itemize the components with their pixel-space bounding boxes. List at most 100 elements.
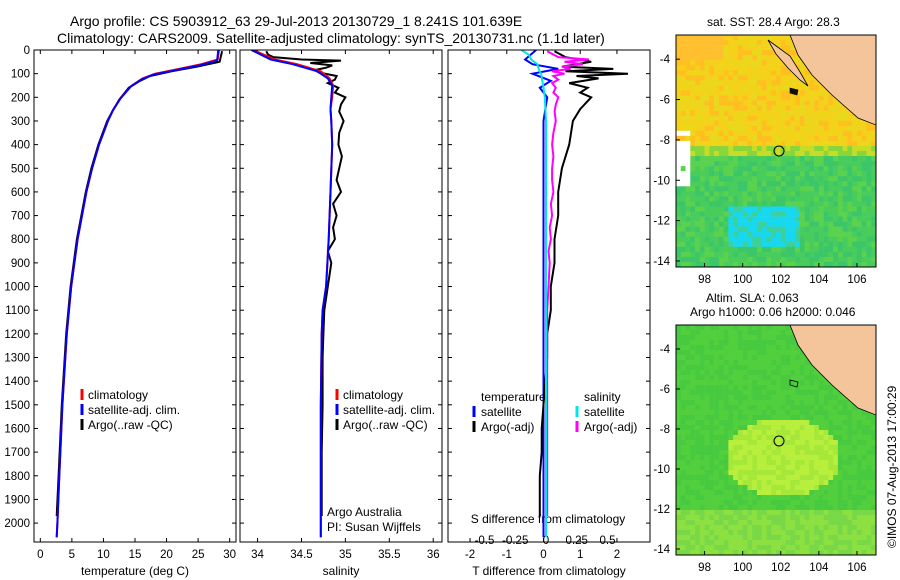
- heatmap-cell: [690, 515, 696, 521]
- heatmap-cell: [833, 211, 839, 217]
- heatmap-cell: [866, 550, 872, 555]
- heatmap-cell: [723, 465, 729, 471]
- heatmap-cell: [742, 186, 748, 192]
- heatmap-cell: [704, 75, 710, 81]
- heatmap-cell: [685, 261, 691, 267]
- heatmap-cell: [690, 65, 696, 71]
- heatmap-cell: [723, 176, 729, 182]
- heatmap-cell: [676, 211, 682, 217]
- heatmap-cell: [676, 545, 682, 551]
- heatmap-cell: [728, 140, 734, 147]
- heatmap-cell: [737, 340, 743, 346]
- heatmap-cell: [814, 145, 820, 152]
- heatmap-cell: [676, 340, 682, 346]
- heatmap-cell: [714, 95, 720, 101]
- heatmap-cell: [809, 385, 815, 391]
- heatmap-cell: [856, 251, 863, 258]
- heatmap-cell: [852, 156, 858, 162]
- heatmap-cell: [776, 520, 782, 526]
- heatmap-cell: [771, 325, 777, 331]
- heatmap-cell: [699, 70, 705, 76]
- heatmap-cell: [733, 380, 739, 386]
- heatmap-cell: [728, 226, 734, 232]
- heatmap-cell: [756, 365, 763, 371]
- heatmap-cell: [685, 520, 691, 526]
- heatmap-cell: [752, 241, 758, 248]
- heatmap-cell: [723, 480, 729, 486]
- heatmap-cell: [685, 510, 691, 516]
- heatmap-cell: [742, 75, 748, 81]
- heatmap-cell: [866, 450, 872, 456]
- heatmap-cell: [809, 241, 815, 248]
- heatmap-cell: [718, 221, 724, 227]
- heatmap-cell: [704, 65, 710, 71]
- heatmap-cell: [676, 60, 682, 66]
- heatmap-cell: [823, 151, 829, 157]
- heatmap-cell: [814, 475, 820, 481]
- heatmap-cell: [685, 35, 691, 41]
- heatmap-cell: [737, 50, 743, 56]
- heatmap-cell: [756, 216, 763, 222]
- heatmap-cell: [714, 171, 720, 177]
- heatmap-cell: [728, 236, 734, 243]
- heatmap-cell: [790, 360, 796, 366]
- heatmap-cell: [695, 90, 701, 96]
- heatmap-cell: [676, 206, 682, 212]
- heatmap-cell: [847, 460, 853, 466]
- heatmap-cell: [852, 140, 858, 147]
- heatmap-cell: [790, 450, 796, 456]
- heatmap-cell: [828, 395, 834, 401]
- heatmap-cell: [771, 221, 777, 227]
- heatmap-cell: [728, 35, 734, 41]
- heatmap-cell: [747, 435, 753, 441]
- heatmap-cell: [761, 161, 767, 167]
- heatmap-cell: [685, 355, 691, 361]
- heatmap-cell: [685, 135, 691, 142]
- heatmap-cell: [837, 251, 843, 258]
- heatmap-cell: [709, 330, 715, 336]
- heatmap-cell: [809, 525, 815, 531]
- heatmap-cell: [704, 500, 710, 506]
- heatmap-cell: [780, 345, 786, 351]
- heatmap-cell: [818, 430, 824, 436]
- heatmap-cell: [690, 75, 696, 81]
- heatmap-cell: [780, 211, 786, 217]
- heatmap-cell: [704, 156, 710, 162]
- heatmap-cell: [837, 221, 843, 227]
- heatmap-cell: [704, 470, 710, 476]
- heatmap-cell: [823, 510, 829, 516]
- heatmap-cell: [790, 490, 796, 496]
- heatmap-cell: [828, 115, 834, 122]
- heatmap-cell: [804, 161, 810, 167]
- heatmap-cell: [799, 125, 805, 132]
- heatmap-cell: [842, 140, 848, 147]
- heatmap-cell: [818, 191, 824, 197]
- heatmap-cell: [861, 171, 867, 177]
- heatmap-cell: [780, 410, 786, 416]
- heatmap-cell: [756, 196, 763, 202]
- heatmap-cell: [871, 480, 876, 486]
- heatmap-cell: [733, 360, 739, 366]
- heatmap-cell: [799, 135, 805, 142]
- heatmap-cell: [780, 340, 786, 346]
- heatmap-cell: [795, 206, 801, 212]
- heatmap-cell: [785, 145, 791, 152]
- heatmap-cell: [699, 525, 705, 531]
- heatmap-cell: [742, 425, 748, 431]
- heatmap-cell: [761, 226, 767, 232]
- x-tick-label: 10: [97, 549, 110, 561]
- heatmap-cell: [714, 330, 720, 336]
- heatmap-cell: [780, 365, 786, 371]
- heatmap-cell: [685, 186, 691, 192]
- heatmap-cell: [728, 415, 734, 421]
- heatmap-cell: [818, 400, 824, 406]
- heatmap-cell: [852, 211, 858, 217]
- heatmap-cell: [709, 45, 715, 51]
- heatmap-cell: [709, 445, 715, 451]
- heatmap-cell: [861, 221, 867, 227]
- heatmap-cell: [780, 390, 786, 396]
- heatmap-cell: [733, 201, 739, 207]
- heatmap-cell: [818, 490, 824, 496]
- heatmap-cell: [776, 80, 782, 86]
- heatmap-cell: [785, 385, 791, 391]
